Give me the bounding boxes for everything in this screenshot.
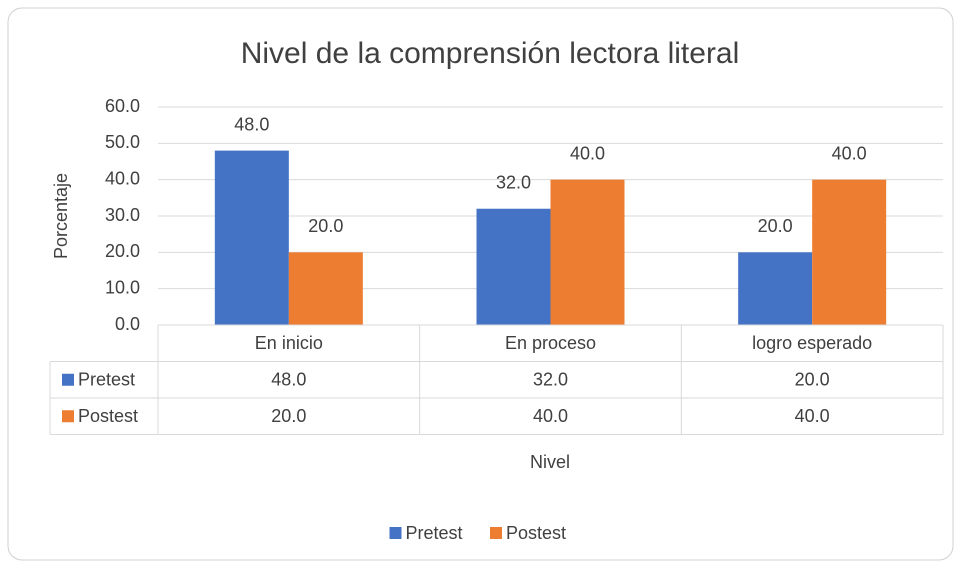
y-tick-label: 0.0 (115, 314, 140, 334)
data-label: 20.0 (308, 216, 343, 236)
x-tick-label: En inicio (255, 333, 323, 353)
table-cell: 40.0 (533, 406, 568, 426)
table-legend-key (62, 410, 74, 423)
data-label: 20.0 (758, 216, 793, 236)
legend-label: Postest (506, 523, 566, 543)
bar (550, 179, 625, 325)
data-label: 40.0 (570, 143, 605, 163)
y-tick-label: 20.0 (105, 241, 140, 261)
x-axis-label: Nivel (530, 452, 570, 472)
bar (738, 252, 813, 325)
legend-key (490, 527, 502, 539)
bar (812, 179, 887, 325)
bar (288, 252, 363, 325)
table-cell: 32.0 (533, 370, 568, 390)
y-tick-label: 30.0 (105, 205, 140, 225)
legend-label: Pretest (406, 523, 463, 543)
y-axis-label: Porcentaje (51, 173, 71, 259)
table-cell: 40.0 (795, 406, 830, 426)
table-legend-key (62, 373, 74, 386)
table-row-label: Postest (78, 406, 138, 426)
legend-key (389, 527, 402, 539)
table-cell: 20.0 (795, 370, 830, 390)
bar (476, 208, 551, 325)
y-tick-label: 10.0 (105, 277, 140, 297)
table-cell: 48.0 (271, 370, 306, 390)
data-label: 48.0 (234, 114, 269, 134)
chart-title: Nivel de la comprensión lectora literal (241, 37, 740, 70)
table-cell: 20.0 (271, 406, 306, 426)
y-tick-label: 60.0 (105, 96, 140, 116)
data-label: 40.0 (832, 143, 867, 163)
y-tick-label: 40.0 (105, 168, 140, 188)
x-tick-label: logro esperado (752, 333, 872, 353)
bar (214, 150, 289, 325)
data-label: 32.0 (496, 172, 531, 192)
y-tick-label: 50.0 (105, 132, 140, 152)
x-tick-label: En proceso (505, 333, 596, 353)
table-row-label: Pretest (78, 370, 135, 390)
